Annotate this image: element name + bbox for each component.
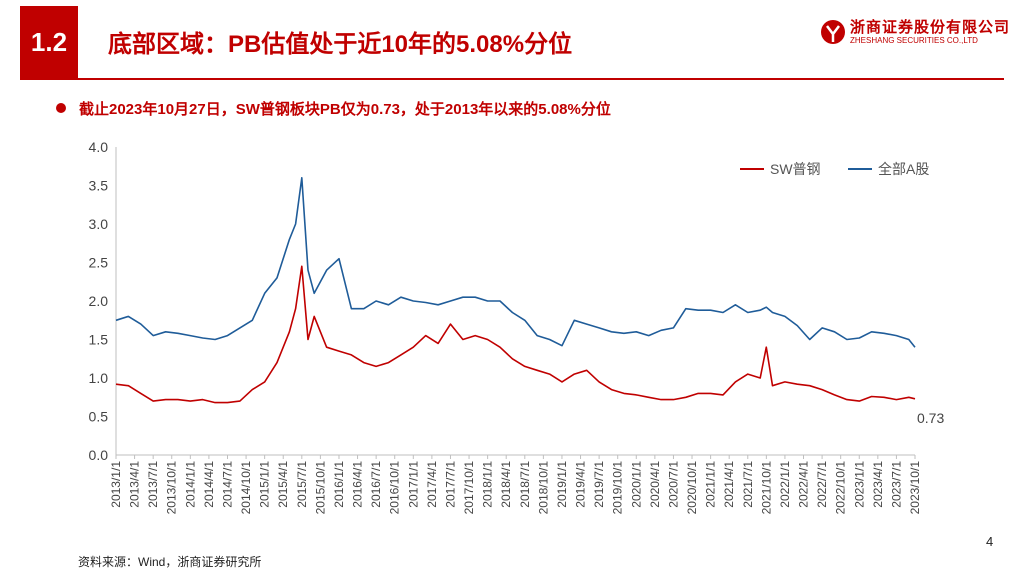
x-tick-label: 2021/7/1	[741, 461, 755, 508]
y-tick-label: 1.5	[89, 332, 109, 348]
pb-line-chart: 0.0 0.5 1.0 1.5 2.0 2.5 3.0 3.5 4.0 2013/1/1 2013/…	[89, 139, 945, 515]
x-tick-label: 2021/10/1	[759, 461, 773, 515]
x-tick-label: 2015/7/1	[295, 461, 309, 508]
x-tick-label: 2018/1/1	[481, 461, 495, 508]
x-tick-label: 2016/7/1	[369, 461, 383, 508]
header-divider	[20, 78, 1004, 80]
end-value-label: 0.73	[917, 410, 944, 426]
bullet-text: 截止2023年10月27日，SW普钢板块PB仅为0.73，处于2013年以来的5…	[79, 101, 611, 118]
logo-name-cn: 浙商证券股份有限公司	[850, 19, 1011, 36]
x-tick-label: 2014/1/1	[183, 461, 197, 508]
x-tick-label: 2019/7/1	[592, 461, 606, 508]
section-number-badge: 1.2	[20, 6, 78, 78]
x-tick-label: 2013/1/1	[109, 461, 123, 508]
x-tick-label: 2018/7/1	[518, 461, 532, 508]
y-tick-label: 2.0	[89, 293, 109, 309]
x-tick-label: 2022/10/1	[834, 461, 848, 515]
x-tick-label: 2014/7/1	[220, 461, 234, 508]
x-tick-label: 2023/1/1	[852, 461, 866, 508]
logo-name-en: ZHESHANG SECURITIES CO.,LTD	[850, 36, 978, 45]
logo-mark-icon	[821, 20, 845, 44]
x-tick-label: 2020/4/1	[648, 461, 662, 508]
x-tick-label: 2013/10/1	[165, 461, 179, 515]
y-tick-label: 2.5	[89, 255, 109, 271]
x-tick-label: 2014/10/1	[239, 461, 253, 515]
series-line-all-a	[115, 176, 916, 348]
x-tick-label: 2022/7/1	[815, 461, 829, 508]
x-tick-label: 2020/7/1	[666, 461, 680, 508]
y-tick-label: 4.0	[89, 139, 109, 155]
x-tick-label: 2015/4/1	[276, 461, 290, 508]
x-tick-label: 2016/1/1	[332, 461, 346, 508]
x-tick-label: 2015/10/1	[313, 461, 327, 515]
x-tick-label: 2017/7/1	[443, 461, 457, 508]
x-tick-label: 2019/10/1	[611, 461, 625, 515]
y-tick-label: 3.0	[89, 216, 109, 232]
x-tick-label: 2013/7/1	[146, 461, 160, 508]
x-tick-label: 2017/4/1	[425, 461, 439, 508]
series-line-sw	[115, 265, 916, 404]
x-tick-label: 2023/7/1	[889, 461, 903, 508]
section-number: 1.2	[30, 26, 68, 57]
x-tick-label: 2017/1/1	[406, 461, 420, 508]
x-tick-label: 2020/1/1	[629, 461, 643, 508]
x-tick-label: 2019/4/1	[574, 461, 588, 508]
x-tick-label: 2014/4/1	[202, 461, 216, 508]
x-tick-label: 2023/4/1	[871, 461, 885, 508]
legend-label-all-a: 全部A股	[878, 161, 929, 177]
y-tick-label: 0.0	[89, 447, 109, 463]
x-tick-label: 2022/1/1	[778, 461, 792, 508]
page-title: 底部区域：PB估值处于近10年的5.08%分位	[108, 31, 573, 58]
x-tick-label: 2016/10/1	[388, 461, 402, 515]
source-note: 资料来源：Wind，浙商证券研究所	[78, 555, 262, 569]
x-tick-label: 2015/1/1	[258, 461, 272, 508]
x-tick-label: 2020/10/1	[685, 461, 699, 515]
y-tick-label: 1.0	[89, 370, 109, 386]
x-tick-label: 2019/1/1	[555, 461, 569, 508]
x-tick-label: 2018/4/1	[499, 461, 513, 508]
x-tick-label: 2013/4/1	[128, 461, 142, 508]
company-logo: 浙商证券股份有限公司 ZHESHANG SECURITIES CO.,LTD	[820, 16, 1009, 50]
x-tick-label: 2017/10/1	[462, 461, 476, 515]
x-tick-label: 2023/10/1	[908, 461, 922, 515]
legend-label-sw: SW普钢	[770, 161, 821, 177]
x-tick-label: 2018/10/1	[536, 461, 550, 515]
x-tick-label: 2022/4/1	[797, 461, 811, 508]
y-tick-label: 3.5	[89, 178, 109, 194]
x-tick-label: 2021/1/1	[704, 461, 718, 508]
y-tick-label: 0.5	[89, 409, 109, 425]
page-number: 4	[986, 534, 994, 549]
x-tick-label: 2016/4/1	[351, 461, 365, 508]
x-tick-label: 2021/4/1	[722, 461, 736, 508]
bullet-dot-icon	[56, 103, 66, 113]
